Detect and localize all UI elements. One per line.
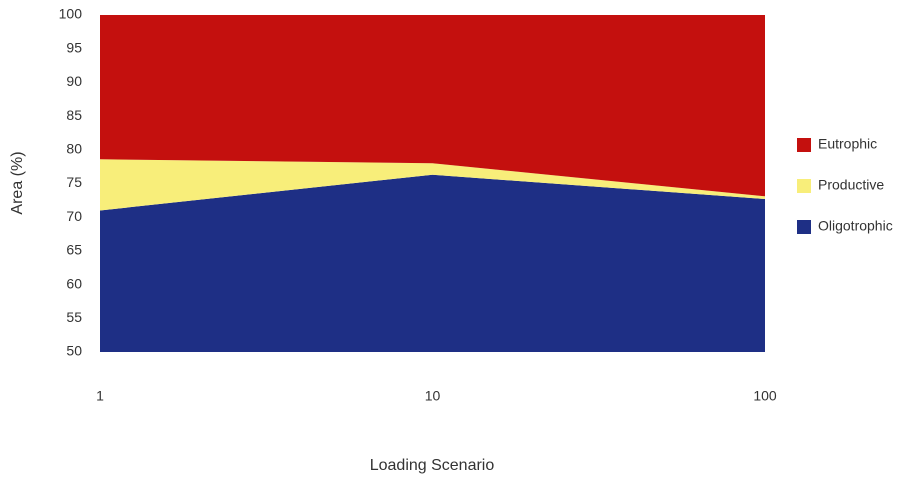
y-tick-label: 55 bbox=[66, 309, 82, 325]
area bbox=[100, 15, 765, 197]
x-axis-title: Loading Scenario bbox=[370, 457, 495, 474]
y-tick-label: 60 bbox=[66, 275, 82, 291]
y-tick-label: 80 bbox=[66, 141, 82, 157]
x-tick-label: 1 bbox=[96, 388, 104, 404]
area bbox=[100, 159, 765, 211]
y-tick-label: 65 bbox=[66, 242, 82, 258]
x-tick-label: 100 bbox=[753, 388, 777, 404]
y-tick-label: 85 bbox=[66, 107, 82, 123]
y-tick-label: 50 bbox=[66, 343, 82, 359]
y-tick-label: 95 bbox=[66, 39, 82, 55]
legend-swatch bbox=[797, 138, 811, 152]
y-tick-label: 70 bbox=[66, 208, 82, 224]
x-tick-label: 10 bbox=[425, 388, 441, 404]
legend-swatch bbox=[797, 220, 811, 234]
area bbox=[100, 174, 765, 352]
y-tick-label: 90 bbox=[66, 73, 82, 89]
legend-label: Productive bbox=[818, 177, 884, 193]
legend-label: Eutrophic bbox=[818, 136, 877, 152]
y-tick-label: 100 bbox=[59, 6, 83, 22]
y-axis-title: Area (%) bbox=[9, 151, 26, 214]
legend-swatch bbox=[797, 179, 811, 193]
legend-label: Oligotrophic bbox=[818, 218, 893, 234]
y-tick-label: 75 bbox=[66, 174, 82, 190]
